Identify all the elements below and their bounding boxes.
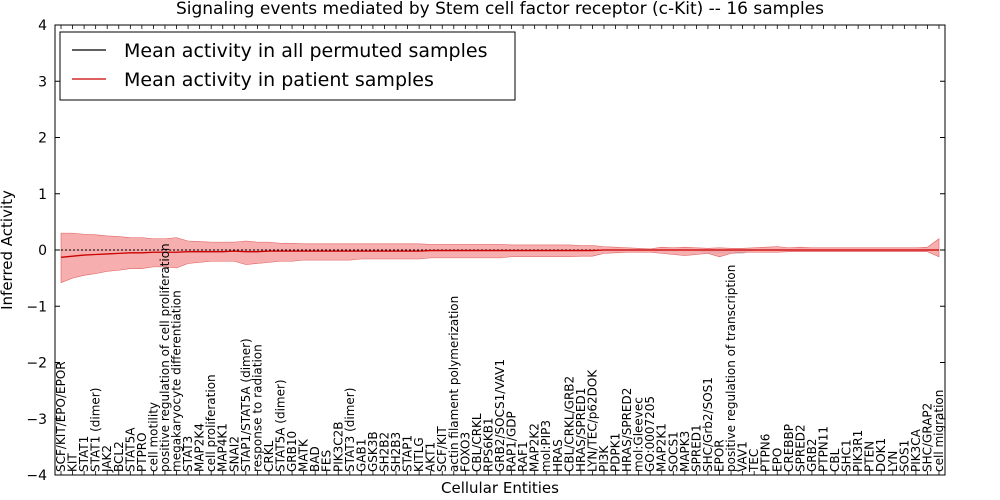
x-category-label: STAT3 (dimer) [343, 388, 357, 472]
x-category-label: cell motility [146, 402, 160, 472]
x-category-label: SOS1 [897, 440, 911, 472]
x-category-label: LYN [886, 451, 900, 472]
y-tick-label: 2 [38, 131, 47, 147]
x-category-label: SPRED2 [793, 424, 807, 472]
legend-label-permuted: Mean activity in all permuted samples [124, 40, 487, 62]
x-category-label: SNAI2 [227, 436, 241, 472]
x-category-label: BCL2 [112, 441, 126, 472]
x-category-label: GRB10 [285, 431, 299, 472]
x-category-label: SOCS1 [666, 431, 680, 472]
x-category-label: STAT3 [181, 436, 195, 472]
x-category-label: SCF/KIT [435, 426, 449, 472]
x-category-label: SHC1 [840, 439, 854, 472]
x-category-label: PTPN11 [816, 426, 830, 472]
x-category-label: MAP2K1 [655, 423, 669, 472]
x-category-label: STAT5A [123, 427, 137, 472]
x-category-label: CBL [828, 448, 842, 472]
x-category-label: DOK1 [874, 438, 888, 472]
x-category-label: HRAS/SPRED1 [574, 388, 588, 472]
x-category-label: PDPK1 [609, 433, 623, 472]
x-category-label: CBL/CRKL/GRB2 [562, 376, 576, 472]
x-category-label: GRB2/SOCS1/VAV1 [493, 359, 507, 472]
x-category-label: positive regulation of cell proliferatio… [158, 243, 172, 472]
x-category-label: KIT [66, 453, 80, 472]
x-category-label: SHC/Grb2/SOS1 [701, 377, 715, 472]
x-category-label: PTPN6 [759, 434, 773, 472]
x-category-label: mol:Gleevec [632, 397, 646, 472]
x-category-label: megakaryocyte differentiation [170, 290, 184, 472]
x-category-label: CBL/CRKL [470, 413, 484, 472]
x-category-label: STAP1/STAT5A (dimer) [239, 338, 253, 472]
legend-label-patient: Mean activity in patient samples [124, 69, 434, 91]
y-tick-label: −2 [26, 356, 47, 372]
x-category-label: STAT1 (dimer) [89, 388, 103, 472]
x-category-label: PIK3C2B [331, 421, 345, 472]
y-tick-label: 0 [38, 243, 47, 259]
x-category-label: STAT1 [77, 436, 91, 472]
y-tick-label: −1 [26, 299, 47, 315]
x-category-label: JAK2 [100, 445, 114, 473]
x-axis-label: Cellular Entities [441, 479, 559, 497]
chart-title: Signaling events mediated by Stem cell f… [176, 0, 824, 19]
x-category-label: TEC [747, 449, 761, 473]
patient-band [60, 232, 940, 284]
y-tick-label: −4 [26, 468, 47, 484]
x-category-label: CREBBP [782, 424, 796, 472]
x-category-label: actin filament polymerization [447, 296, 461, 472]
x-category-label: PI3K [597, 445, 611, 472]
x-category-label: SH2B2 [377, 432, 391, 472]
x-category-label: GSK3B [366, 431, 380, 472]
y-axis-label: Inferred Activity [0, 190, 16, 310]
x-category-label: SPRED1 [689, 424, 703, 472]
x-category-label: PIK3R1 [851, 430, 865, 472]
x-category-label: RAF1 [516, 441, 530, 472]
x-category-label: SHC/GRAP2 [920, 403, 934, 472]
x-category-label: RPS6KB1 [481, 417, 495, 472]
x-category-label: response to radiation [250, 344, 264, 472]
x-category-label: LYN/TEC/p62DOK [585, 369, 599, 472]
x-category-label: SH2B3 [389, 432, 403, 472]
x-category-label: STAP1 [401, 435, 415, 472]
x-category-label: PTPRO [135, 432, 149, 472]
x-category-label: GO:0007205 [643, 396, 657, 472]
y-tick-label: −3 [26, 412, 47, 428]
x-category-label: cell proliferation [204, 374, 218, 472]
y-tick-label: 1 [38, 187, 47, 203]
plot-area: −4−3−2−101234SCF/KIT/EPO/EPORKITSTAT1STA… [26, 18, 946, 484]
x-category-label: HRAS/SPRED2 [620, 388, 634, 472]
x-category-label: VAV1 [736, 441, 750, 472]
x-category-label: MAP2K2 [528, 423, 542, 472]
x-category-label: positive regulation of transcription [724, 265, 738, 472]
x-category-label: AKT1 [424, 442, 438, 472]
x-category-label: PIK3CA [909, 428, 923, 472]
x-category-label: cell migration [932, 390, 946, 472]
x-category-label: CRKL [262, 440, 276, 472]
x-category-label: MAPK3 [678, 431, 692, 472]
patient-mean-line [60, 249, 939, 258]
x-category-label: MATK [297, 438, 311, 472]
y-tick-label: 4 [38, 18, 47, 34]
legend: Mean activity in all permuted samples Me… [59, 31, 516, 101]
x-category-label: EPO [770, 448, 784, 472]
x-category-label: RAP1/GDP [505, 411, 519, 472]
x-category-label: MAP4K1 [216, 423, 230, 472]
x-category-label: EPOR [713, 439, 727, 472]
x-category-label: GAB1 [354, 439, 368, 472]
x-category-label: SCF/KIT/EPO/EPOR [54, 361, 68, 472]
x-category-label: STAT5A (dimer) [274, 379, 288, 472]
x-category-label: FES [320, 450, 334, 472]
x-category-label: MAP2K4 [193, 423, 207, 472]
x-category-label: FOXO3 [458, 432, 472, 472]
y-tick-label: 3 [38, 74, 47, 90]
x-category-label: HRAS [551, 439, 565, 472]
x-category-label: KITLG [412, 437, 426, 472]
legend-box [59, 31, 516, 101]
x-category-label: PTEN [863, 441, 877, 472]
x-category-label: BAD [308, 446, 322, 472]
x-category-label: mol:PIP3 [539, 420, 553, 472]
x-category-label: GRB2 [805, 438, 819, 472]
